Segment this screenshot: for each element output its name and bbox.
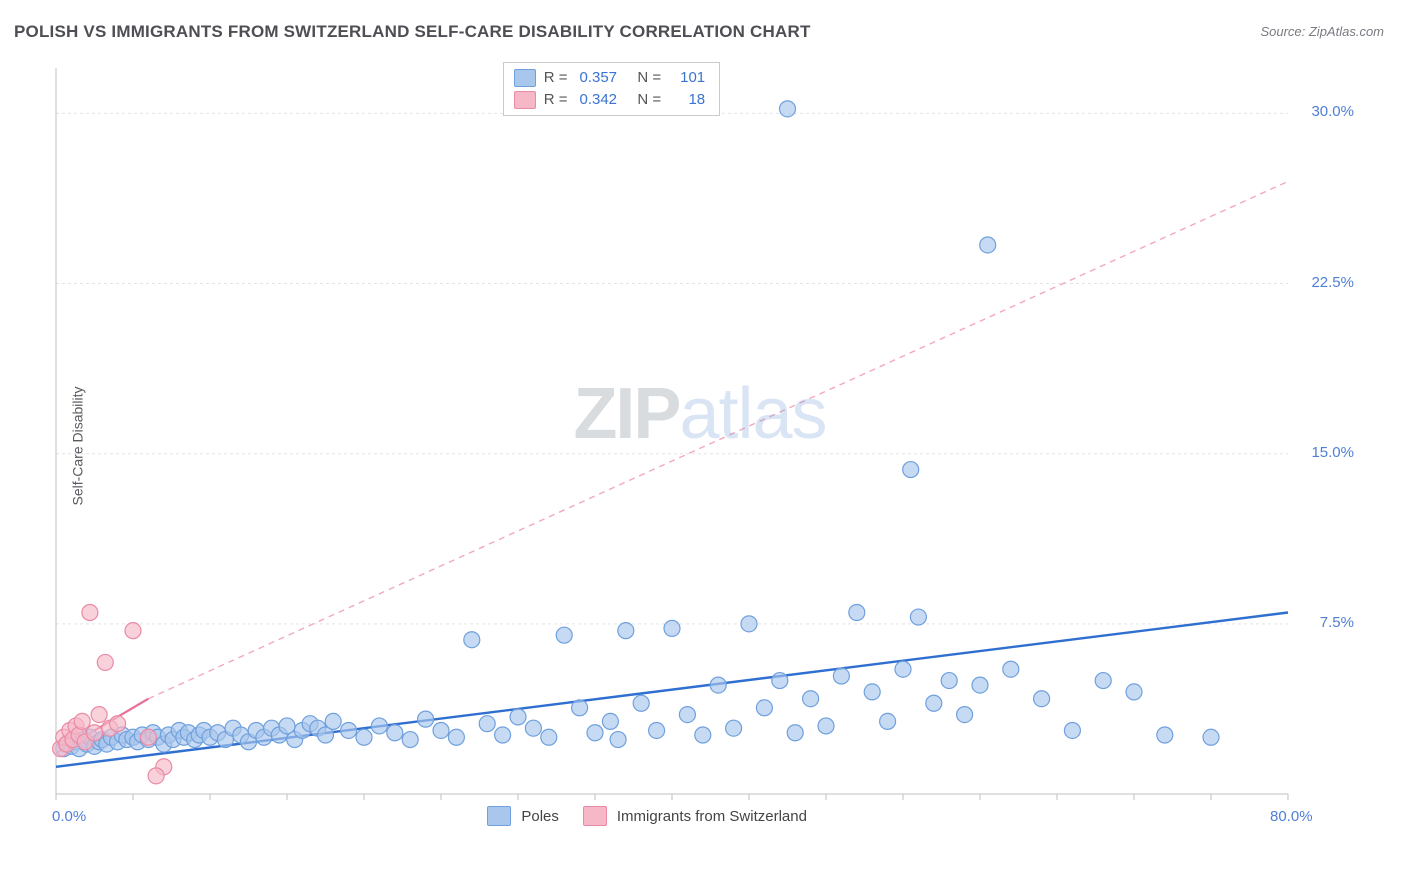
y-grid-label: 15.0% [1294, 444, 1354, 461]
legend-label-poles: Poles [521, 808, 559, 825]
legend-swatch-icon [487, 806, 511, 826]
stat-n-label: N = [629, 89, 661, 111]
legend-label-swiss: Immigrants from Switzerland [617, 808, 807, 825]
stats-legend: R = 0.357 N = 101 R = 0.342 N = 18 [503, 62, 720, 116]
scatter-plot-area: R =0.357 N =101R =0.342 N =18 ZIPatlas P… [48, 58, 1358, 834]
stat-r-label: R = [544, 89, 568, 111]
stat-n-value: 18 [669, 89, 709, 111]
stats-legend-row-swiss: R = 0.342 N = 18 [514, 89, 709, 111]
legend-swatch-icon [514, 91, 536, 109]
stat-r-value: 0.357 [575, 67, 621, 89]
series-legend: Poles Immigrants from Switzerland [487, 806, 821, 826]
legend-swatch-icon [514, 69, 536, 87]
stats-legend-row-poles: R = 0.357 N = 101 [514, 67, 709, 89]
stat-n-label: N = [629, 67, 661, 89]
stat-r-value: 0.342 [575, 89, 621, 111]
x-axis-min-label: 0.0% [52, 808, 86, 825]
source-attribution: Source: ZipAtlas.com [1260, 24, 1384, 39]
scatter-plot-svg [48, 58, 1358, 834]
x-axis-max-label: 80.0% [1270, 808, 1313, 825]
stat-r-label: R = [544, 67, 568, 89]
legend-swatch-icon [583, 806, 607, 826]
y-grid-label: 22.5% [1294, 274, 1354, 291]
y-grid-label: 7.5% [1294, 614, 1354, 631]
y-grid-label: 30.0% [1294, 103, 1354, 120]
stat-n-value: 101 [669, 67, 709, 89]
chart-title: POLISH VS IMMIGRANTS FROM SWITZERLAND SE… [14, 22, 811, 42]
